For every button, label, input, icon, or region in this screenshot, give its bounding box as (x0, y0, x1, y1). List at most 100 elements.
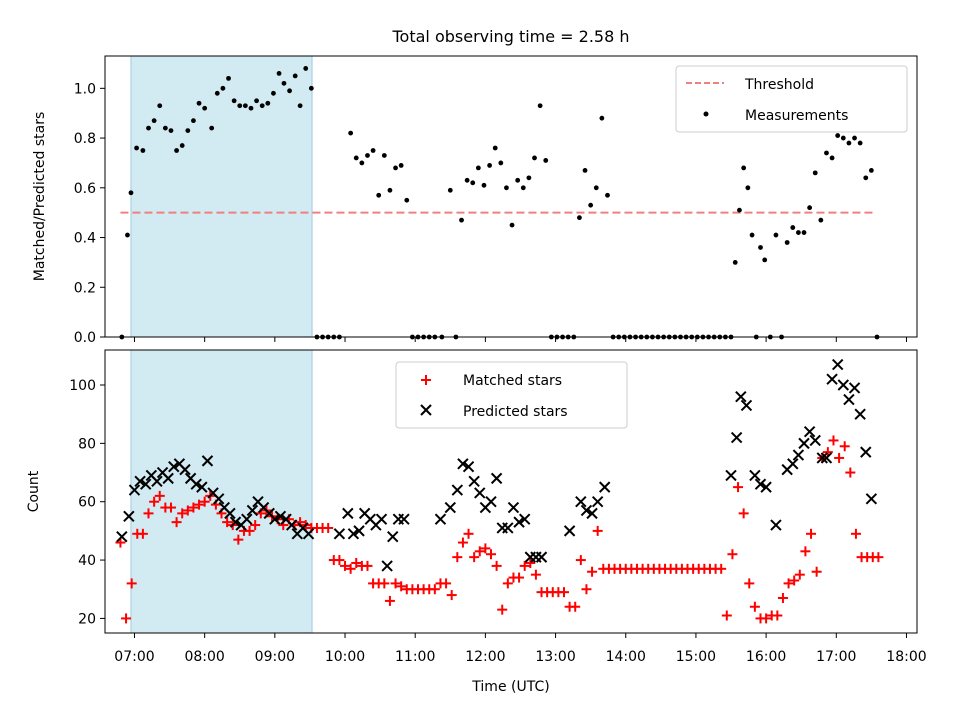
bottom-observing-window (130, 349, 313, 634)
predicted-star-point (740, 399, 753, 412)
matched-star-point (519, 560, 530, 571)
measurement-point (790, 225, 796, 230)
measurement-point (292, 73, 298, 79)
predicted-star-point (591, 496, 604, 508)
measurement-point (498, 160, 504, 166)
x-tick-label: 17:00 (816, 649, 856, 665)
matched-star-point (154, 490, 165, 501)
matched-star-point (749, 601, 760, 612)
measurement-point (582, 167, 588, 173)
measurement-point (773, 232, 779, 238)
predicted-star-point (518, 513, 531, 525)
measurement-point (259, 103, 265, 109)
predicted-star-point (139, 478, 152, 490)
measurement-point (795, 230, 801, 235)
legend-measurements-swatch (703, 111, 709, 117)
measurement-point (470, 180, 476, 186)
top-axes-frame (104, 55, 918, 338)
measurement-point (281, 80, 287, 86)
measurement-point (308, 85, 314, 91)
matched-star-point (323, 522, 334, 533)
matched-star-point (351, 557, 362, 568)
predicted-star-point (507, 501, 520, 514)
measurement-point (840, 135, 846, 141)
measurement-point (168, 128, 174, 134)
predicted-star-point (457, 458, 469, 470)
bottom-panel: 20 40 60 80 100 07:00 08:00 09:00 10:00 11:00 12:… (26, 349, 927, 695)
measurement-point (162, 125, 168, 131)
matched-star-point (558, 587, 569, 598)
predicted-star-point (333, 528, 346, 540)
measurement-point (297, 103, 303, 109)
matched-star-point (194, 499, 205, 510)
matched-star-point (390, 578, 401, 589)
matched-star-point (834, 452, 845, 463)
matched-star-point (457, 537, 468, 548)
measurement-point (128, 190, 134, 196)
x-tick-label: 14:00 (606, 649, 646, 665)
measurement-point (515, 177, 521, 183)
legend-predicted-label: Predicted stars (463, 404, 568, 420)
measurement-point (370, 148, 376, 153)
matched-star-point (244, 525, 255, 536)
matched-star-point (250, 520, 261, 531)
x-tick-label: 10:00 (325, 649, 365, 665)
predicted-star-point (563, 525, 576, 537)
measurement-point (520, 185, 526, 191)
x-tick-label: 12:00 (465, 649, 505, 665)
matched-star-point (530, 569, 541, 580)
predicted-star-point (831, 358, 844, 371)
predicted-star-point (826, 373, 838, 385)
measurement-point (762, 257, 768, 263)
measurement-point (265, 100, 271, 106)
x-tick-label: 16:00 (746, 649, 786, 665)
measurement-point (492, 145, 498, 151)
measurement-point (593, 185, 599, 191)
predicted-star-point (451, 484, 464, 496)
matched-star-point (469, 552, 480, 563)
predicted-star-point (598, 481, 611, 493)
measurement-point (487, 163, 492, 168)
legend-threshold-label: Threshold (744, 77, 814, 93)
matched-star-point (491, 560, 502, 571)
measurement-point (807, 205, 813, 211)
matched-star-point (772, 610, 783, 621)
predicted-star-point (134, 475, 146, 487)
predicted-star-point (229, 516, 242, 528)
measurement-point (157, 103, 163, 109)
measurement-point (835, 133, 841, 138)
predicted-star-point (474, 487, 486, 499)
measurement-point (404, 197, 410, 203)
matched-star-point (850, 528, 861, 539)
measurement-point (287, 88, 292, 94)
matched-star-point (811, 566, 822, 577)
matched-star-point (334, 555, 345, 566)
measurement-point (248, 105, 254, 111)
measurement-point (134, 145, 139, 151)
legend-predicted-swatch (420, 404, 432, 416)
predicted-star-point (735, 390, 747, 403)
top-y-tick-label: 0.0 (74, 330, 96, 346)
matched-star-point (165, 502, 176, 513)
predicted-star-point (586, 507, 598, 520)
measurement-point (475, 165, 481, 171)
matched-star-point (525, 557, 536, 568)
bottom-y-axis-label: Count (26, 470, 42, 512)
top-x-ticks (133, 337, 907, 342)
predicted-star-point (444, 501, 457, 514)
predicted-star-point (787, 458, 799, 470)
matched-star-point (783, 578, 794, 589)
matched-star-point (806, 528, 817, 539)
top-y-tick-label: 0.8 (74, 131, 96, 147)
measurement-point (242, 103, 248, 109)
measurement-point (237, 103, 243, 109)
top-observing-window (130, 55, 313, 338)
bottom-y-tick-label: 20 (78, 611, 96, 627)
measurement-point (732, 259, 738, 265)
predicted-star-point (513, 516, 525, 528)
matched-star-point (429, 584, 440, 595)
measurement-point (812, 170, 818, 176)
matched-star-point (199, 496, 210, 507)
measurement-point (543, 158, 549, 163)
